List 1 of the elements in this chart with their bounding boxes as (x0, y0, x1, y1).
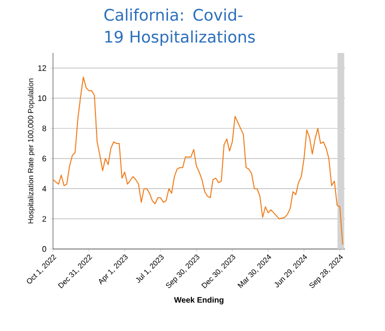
chart-title: California: Covid-19 Hospitalizations (104, 8, 255, 46)
